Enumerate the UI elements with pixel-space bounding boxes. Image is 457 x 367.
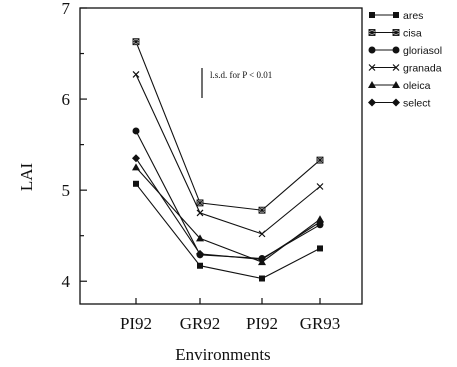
triangle-marker <box>132 163 140 171</box>
square-marker <box>197 262 203 269</box>
series-line-select <box>135 157 321 260</box>
asterisk-strokes <box>258 206 266 214</box>
axes: 4 5 6 7 PI92 GR92 PI92 GR93 <box>62 0 363 333</box>
y-tick-label: 7 <box>62 0 71 18</box>
x-tick-label: PI92 <box>246 314 278 333</box>
legend-item-gloriasol: gloriasol <box>368 45 442 57</box>
circle-marker <box>392 46 400 54</box>
legend-label: ares <box>403 10 423 22</box>
x-marker <box>258 230 266 238</box>
x-axis-label: Environments <box>175 345 270 364</box>
x-tick-label: PI92 <box>120 314 152 333</box>
series-markers <box>132 38 324 282</box>
legend-label: gloriasol <box>403 45 442 57</box>
x-marker <box>132 71 140 78</box>
diamond-marker <box>132 154 140 163</box>
y-axis-label: LAI <box>17 163 36 192</box>
circle-marker <box>368 46 376 54</box>
triangle-marker <box>392 81 400 88</box>
triangle-marker <box>368 81 376 88</box>
square-marker <box>259 275 265 282</box>
legend-item-ares: ares <box>369 10 423 22</box>
series-points-select <box>132 154 324 264</box>
legend-label: cisa <box>403 28 422 40</box>
diamond-marker <box>258 255 266 264</box>
series-points-cisa <box>132 38 324 214</box>
x-marker <box>392 64 400 71</box>
series-line-granada <box>135 74 321 235</box>
x-tick-label: GR92 <box>180 314 221 333</box>
asterisk-strokes <box>316 156 324 164</box>
circle-marker <box>132 127 140 135</box>
lsd-label: l.s.d. for P < 0.01 <box>210 70 272 80</box>
series-lines <box>135 41 321 280</box>
square-marker <box>393 12 399 18</box>
diamond-marker <box>392 98 400 107</box>
y-tick-label: 6 <box>62 90 71 109</box>
square-marker <box>133 180 139 187</box>
square-marker <box>369 12 375 18</box>
legend-item-select: select <box>368 98 431 110</box>
asterisk-strokes <box>368 29 376 36</box>
plot-frame <box>79 7 363 305</box>
legend-item-granada: granada <box>368 63 442 75</box>
series-points-ares <box>133 180 323 282</box>
asterisk-strokes <box>132 38 140 46</box>
asterisk-strokes <box>196 199 204 207</box>
legend-item-oleica: oleica <box>368 80 431 92</box>
x-marker <box>368 64 376 71</box>
series-line-ares <box>135 183 321 280</box>
legend: ares cisa gloriasol granada oleica select <box>368 10 442 110</box>
legend-label: select <box>403 98 431 110</box>
asterisk-strokes <box>392 29 400 36</box>
series-points-granada <box>132 71 324 238</box>
lsd-annotation: l.s.d. for P < 0.01 <box>201 68 272 98</box>
diamond-marker <box>368 98 376 107</box>
y-tick-label: 5 <box>62 181 71 200</box>
diamond-marker <box>196 249 204 258</box>
x-marker <box>196 209 204 217</box>
triangle-marker <box>196 234 204 242</box>
square-marker <box>317 245 323 252</box>
series-line-oleica <box>135 167 321 263</box>
y-tick-label: 4 <box>62 272 71 291</box>
legend-label: granada <box>403 63 442 75</box>
legend-label: oleica <box>403 80 431 92</box>
diamond-marker <box>316 218 324 227</box>
x-marker <box>316 183 324 190</box>
legend-item-cisa: cisa <box>368 28 422 40</box>
series-line-cisa <box>135 41 321 211</box>
x-tick-label: GR93 <box>300 314 341 333</box>
